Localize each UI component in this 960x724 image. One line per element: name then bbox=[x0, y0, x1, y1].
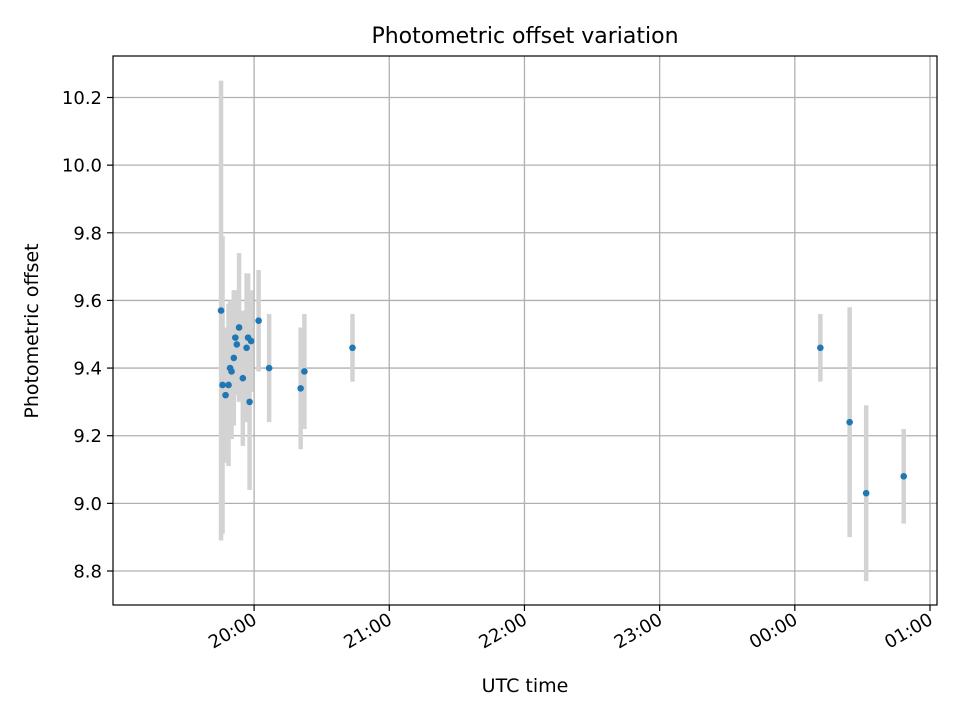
y-axis-ticks: 8.8 9.0 9.2 9.4 9.6 9.8 10.0 10.2 bbox=[62, 88, 113, 583]
data-point bbox=[246, 398, 253, 406]
y-tick-label: 9.0 bbox=[73, 494, 102, 515]
data-point bbox=[862, 489, 870, 497]
data-point bbox=[235, 324, 243, 331]
data-point bbox=[301, 368, 308, 375]
data-point bbox=[225, 381, 232, 389]
data-point bbox=[243, 344, 250, 352]
data-point bbox=[265, 364, 273, 372]
data-point bbox=[233, 341, 241, 348]
data-point bbox=[222, 391, 229, 399]
data-point bbox=[349, 344, 356, 352]
data-point bbox=[255, 317, 262, 325]
y-axis-label: Photometric offset bbox=[21, 243, 43, 418]
x-axis-label: UTC time bbox=[482, 675, 569, 697]
data-point bbox=[217, 307, 225, 314]
data-point bbox=[230, 354, 238, 362]
data-point bbox=[297, 385, 304, 392]
data-point bbox=[900, 473, 908, 480]
data-point bbox=[239, 374, 247, 382]
y-tick-label: 8.8 bbox=[73, 562, 102, 583]
data-point bbox=[247, 337, 255, 345]
y-tick-label: 10.0 bbox=[62, 156, 102, 177]
data-point bbox=[846, 418, 853, 426]
data-point bbox=[232, 334, 239, 341]
y-tick-label: 9.4 bbox=[73, 359, 102, 380]
data-points bbox=[217, 307, 908, 497]
data-point bbox=[228, 368, 235, 375]
data-point bbox=[219, 381, 226, 389]
y-tick-label: 10.2 bbox=[62, 88, 102, 109]
data-point bbox=[817, 344, 824, 352]
y-tick-label: 9.2 bbox=[73, 426, 102, 447]
chart-title: Photometric offset variation bbox=[371, 24, 678, 49]
y-tick-label: 9.6 bbox=[73, 291, 102, 312]
y-tick-label: 9.8 bbox=[73, 223, 102, 244]
